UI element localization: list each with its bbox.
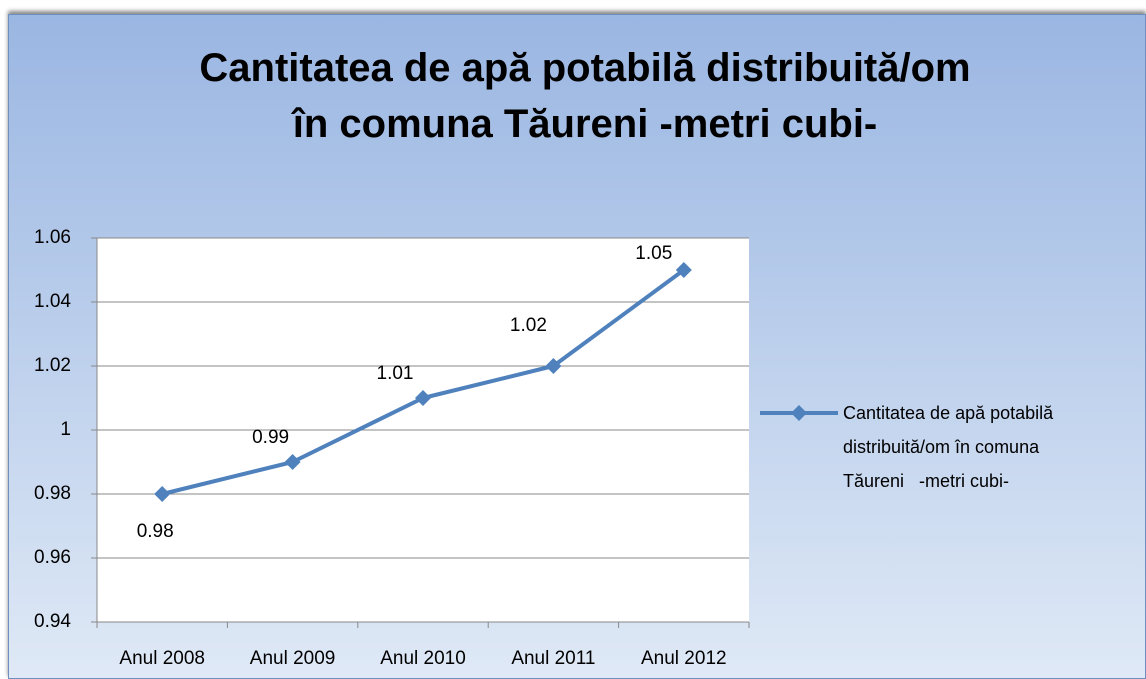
data-point [675, 262, 692, 278]
data-point [284, 454, 301, 470]
y-tick-label: 0.94 [34, 611, 71, 632]
chart-title: Cantitatea de apă potabilă distribuită/o… [199, 46, 971, 146]
data-point [545, 358, 562, 374]
data-point [415, 390, 431, 406]
y-tick-label: 0.96 [34, 547, 71, 568]
x-tick-label: Anul 2008 [119, 648, 205, 669]
x-tick-label: Anul 2009 [250, 648, 336, 669]
legend-label: Cantitatea de apă potabilă distribuită/o… [843, 403, 1059, 491]
data-point [154, 486, 171, 502]
y-tick-label: 1.04 [34, 291, 71, 312]
y-tick-label: 1.06 [34, 227, 71, 248]
data-label: 1.02 [510, 315, 547, 336]
y-tick-label: 1.02 [34, 355, 71, 376]
x-tick-label: Anul 2012 [641, 648, 727, 669]
x-tick-label: Anul 2011 [511, 648, 595, 669]
x-tick-label: Anul 2010 [380, 648, 466, 669]
y-tick-label: 0.98 [34, 483, 71, 504]
data-label: 1.05 [635, 243, 672, 264]
data-label: 0.98 [137, 521, 174, 542]
legend-marker [791, 405, 807, 421]
data-label: 1.01 [377, 363, 414, 384]
y-tick-label: 1 [60, 419, 71, 440]
data-label: 0.99 [252, 427, 289, 448]
